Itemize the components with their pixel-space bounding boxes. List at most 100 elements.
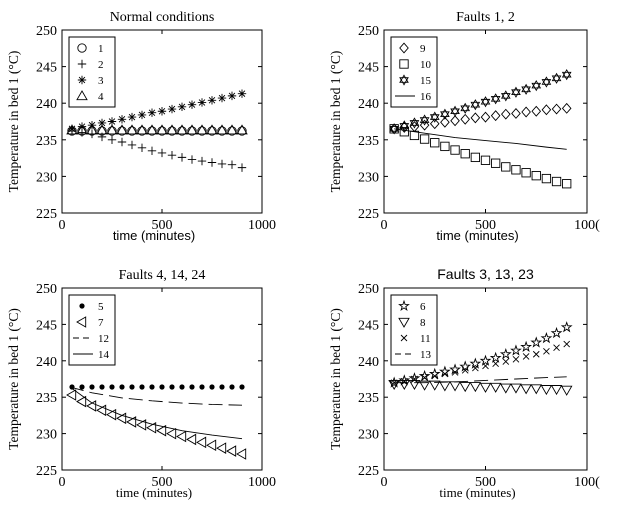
data-point: [219, 384, 225, 390]
legend-label: 1: [98, 43, 104, 55]
data-point: [187, 100, 197, 109]
data-point: [127, 140, 137, 150]
series-line: [394, 376, 567, 384]
x-tick-label: 500: [475, 218, 496, 233]
data-point: [206, 439, 217, 452]
y-axis-label: Temperature in bed 1 (°C): [6, 308, 21, 450]
y-axis-label: Temperature in bed 1 (°C): [328, 51, 343, 193]
y-tick-label: 250: [358, 282, 379, 297]
data-point: [532, 350, 540, 358]
data-point: [551, 75, 562, 84]
data-point: [166, 124, 178, 135]
data-point: [196, 436, 207, 449]
data-point: [217, 159, 227, 169]
data-point: [209, 384, 215, 390]
data-point: [470, 101, 481, 111]
x-tick-label: 100(: [574, 218, 600, 233]
data-point: [109, 384, 115, 390]
data-point: [176, 124, 188, 135]
data-point: [480, 96, 491, 105]
series-13: [394, 376, 567, 384]
y-tick-label: 230: [358, 428, 379, 443]
legend-marker: [79, 303, 85, 309]
data-point: [491, 158, 501, 168]
data-point: [511, 86, 521, 96]
data-point: [76, 395, 87, 408]
data-point: [550, 385, 563, 396]
legend-marker: [399, 74, 409, 83]
data-point: [66, 124, 78, 135]
data-point: [207, 158, 217, 167]
x-tick-label: 500: [475, 475, 496, 490]
legend-marker: [399, 77, 409, 86]
data-point: [541, 104, 552, 116]
data-point: [177, 153, 187, 162]
data-point: [236, 448, 247, 460]
y-tick-label: 245: [358, 318, 379, 333]
data-point: [531, 105, 542, 117]
data-point: [157, 126, 167, 136]
series-line: [394, 128, 567, 150]
legend-marker: [399, 42, 409, 54]
data-point: [408, 379, 421, 390]
data-point: [430, 138, 440, 148]
data-point: [521, 86, 531, 95]
legend: 9 10 15 16: [390, 36, 438, 108]
legend-marker: [399, 59, 409, 69]
data-point: [460, 102, 471, 112]
data-point: [490, 110, 501, 122]
legend-label: 5: [98, 301, 104, 313]
series-16: [394, 128, 567, 150]
y-tick-label: 225: [358, 464, 379, 479]
series-10: [389, 124, 572, 189]
data-point: [107, 126, 117, 136]
data-point: [490, 93, 501, 102]
data-point: [409, 120, 420, 129]
data-point: [129, 384, 135, 390]
legend-label: 8: [420, 317, 426, 329]
data-point: [512, 356, 520, 363]
data-point: [482, 362, 489, 370]
legend-marker: [77, 75, 87, 85]
x-tick-label: 0: [59, 475, 66, 490]
data-point: [177, 102, 187, 112]
data-point: [146, 124, 158, 135]
data-point: [119, 384, 125, 390]
series-12: [69, 386, 243, 406]
legend-box: [68, 36, 116, 108]
data-point: [501, 162, 511, 172]
data-point: [139, 384, 145, 390]
data-point: [176, 430, 187, 443]
series-9: [389, 102, 572, 135]
y-tick-label: 245: [358, 61, 379, 76]
data-point: [398, 379, 411, 390]
data-point: [428, 380, 441, 391]
data-point: [96, 404, 107, 417]
chart-title: Faults 4, 14, 24: [119, 268, 206, 283]
data-point: [418, 380, 431, 391]
legend-marker: [398, 299, 410, 312]
data-point: [399, 120, 410, 129]
legend-label: 16: [420, 91, 432, 103]
x-tick-label: 1000: [248, 475, 276, 490]
data-point: [489, 351, 502, 363]
legend: 5 7 12 14: [68, 294, 116, 366]
series-4: [66, 124, 248, 135]
data-point: [99, 384, 105, 390]
x-axis-label: time (minutes): [436, 228, 518, 243]
data-point: [388, 376, 401, 388]
chart-title: Faults 3, 13, 23: [437, 266, 534, 282]
legend-box: [68, 294, 116, 366]
data-point: [540, 385, 553, 396]
data-point: [206, 124, 218, 135]
data-point: [199, 384, 205, 390]
data-point: [460, 105, 471, 114]
data-point: [421, 374, 428, 381]
data-point: [227, 91, 237, 101]
data-point: [541, 79, 552, 88]
data-point: [500, 93, 511, 102]
legend-label: 12: [98, 333, 109, 345]
data-point: [449, 381, 461, 392]
y-tick-label: 245: [36, 318, 57, 333]
